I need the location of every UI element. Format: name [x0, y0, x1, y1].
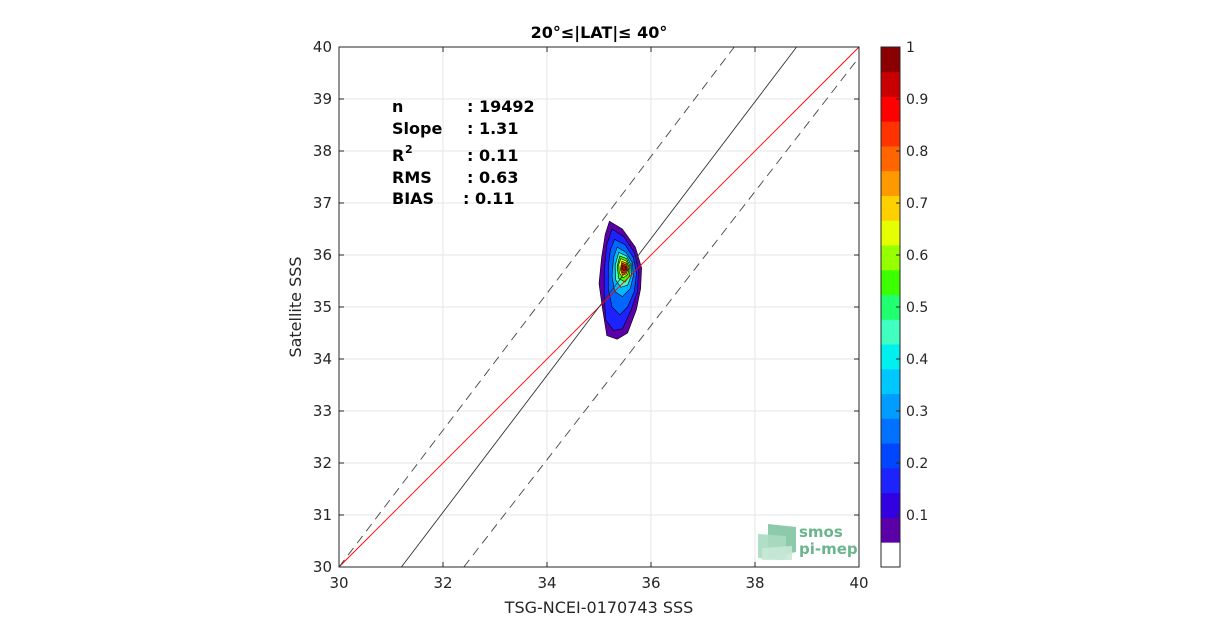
- colorbar-tick-label: 0.9: [906, 92, 928, 108]
- stat-value-r2: : 0.11: [467, 146, 518, 165]
- colorbar-segment: [881, 96, 900, 122]
- x-tick-label: 32: [433, 574, 452, 592]
- colorbar-tick-label: 0.1: [906, 508, 928, 524]
- colorbar-segment: [881, 542, 900, 568]
- colorbar-ticks: 0.1 0.2 0.3 0.4 0.5 0.6 0.7 0.8 0.9 1: [896, 40, 928, 524]
- y-tick-label: 31: [313, 506, 332, 524]
- x-tick-label: 40: [849, 574, 868, 592]
- colorbar-segment: [881, 319, 900, 345]
- colorbar-tick-label: 0.5: [906, 300, 928, 316]
- colorbar-segment: [881, 195, 900, 221]
- stat-value-bias: : 0.11: [463, 189, 514, 208]
- x-tick-label: 34: [537, 574, 556, 592]
- stat-label-r2-superscript: 2: [405, 143, 413, 156]
- y-axis-ticks: 30 31 32 33 34 35 36 37 38 39 40: [313, 38, 859, 576]
- colorbar-segment: [881, 517, 900, 543]
- x-axis-label: TSG-NCEI-0170743 SSS: [504, 598, 694, 617]
- colorbar-segment: [881, 170, 900, 196]
- y-tick-label: 38: [313, 142, 332, 160]
- colorbar-segment: [881, 368, 900, 395]
- density-contours: [598, 220, 642, 340]
- colorbar-tick-label: 0.3: [906, 404, 928, 420]
- chart-title: 20°≤|LAT|≤ 40°: [531, 23, 668, 43]
- y-axis-label: Satellite SSS: [286, 256, 305, 357]
- x-tick-label: 36: [641, 574, 660, 592]
- lower-bound-line: [463, 57, 860, 568]
- regression-line: [401, 46, 797, 568]
- colorbar-segment: [881, 418, 900, 444]
- y-tick-label: 33: [313, 402, 332, 420]
- y-tick-label: 36: [313, 246, 332, 264]
- reference-lines: [338, 46, 860, 568]
- colorbar-tick-label: 0.6: [906, 248, 928, 264]
- y-tick-label: 32: [313, 454, 332, 472]
- colorbar-tick-label: 1: [906, 40, 915, 56]
- colorbar-segment: [881, 393, 900, 419]
- stat-value-rms: : 0.63: [467, 168, 518, 187]
- colorbar-segment: [881, 71, 900, 97]
- stat-label-n: n: [392, 97, 403, 116]
- colorbar: [881, 47, 900, 568]
- density-contour-0.95: [622, 265, 627, 272]
- logo-emblem-base: [762, 546, 792, 560]
- colorbar-segment: [881, 492, 900, 518]
- logo-text-smos: smos: [799, 523, 843, 541]
- stat-label-r2: R: [392, 146, 404, 165]
- y-tick-label: 35: [313, 298, 332, 316]
- y-tick-label: 37: [313, 194, 332, 212]
- colorbar-tick-label: 0.2: [906, 456, 928, 472]
- y-tick-label: 40: [313, 38, 332, 56]
- colorbar-segment: [881, 294, 900, 320]
- x-tick-label: 38: [745, 574, 764, 592]
- colorbar-segment: [881, 121, 900, 147]
- y-tick-label: 30: [313, 558, 332, 576]
- colorbar-segment: [881, 220, 900, 246]
- colorbar-segment: [881, 146, 900, 172]
- stat-label-rms: RMS: [392, 168, 432, 187]
- colorbar-segment: [881, 245, 900, 271]
- upper-bound-line: [338, 46, 735, 568]
- y-tick-label: 34: [313, 350, 332, 368]
- colorbar-segment: [881, 269, 900, 296]
- x-axis-ticks: 30 32 34 36 38 40: [329, 47, 869, 592]
- colorbar-tick-label: 0.4: [906, 352, 928, 368]
- stat-value-n: : 19492: [467, 97, 535, 116]
- colorbar-segment: [881, 47, 900, 73]
- colorbar-segment: [881, 443, 900, 469]
- colorbar-tick-label: 0.8: [906, 144, 928, 160]
- statistics-box: n : 19492 Slope : 1.31 R 2 : 0.11 RMS : …: [392, 97, 535, 208]
- stat-value-slope: : 1.31: [467, 119, 518, 138]
- smos-pi-mep-logo: smos pi-mep: [758, 523, 858, 560]
- colorbar-tick-label: 0.7: [906, 196, 928, 212]
- x-tick-label: 30: [329, 574, 348, 592]
- colorbar-segment: [881, 344, 900, 370]
- stat-label-bias: BIAS: [392, 189, 434, 208]
- colorbar-segment: [881, 467, 900, 494]
- y-tick-label: 39: [313, 90, 332, 108]
- logo-text-pi-mep: pi-mep: [799, 540, 858, 558]
- stat-label-slope: Slope: [392, 119, 442, 138]
